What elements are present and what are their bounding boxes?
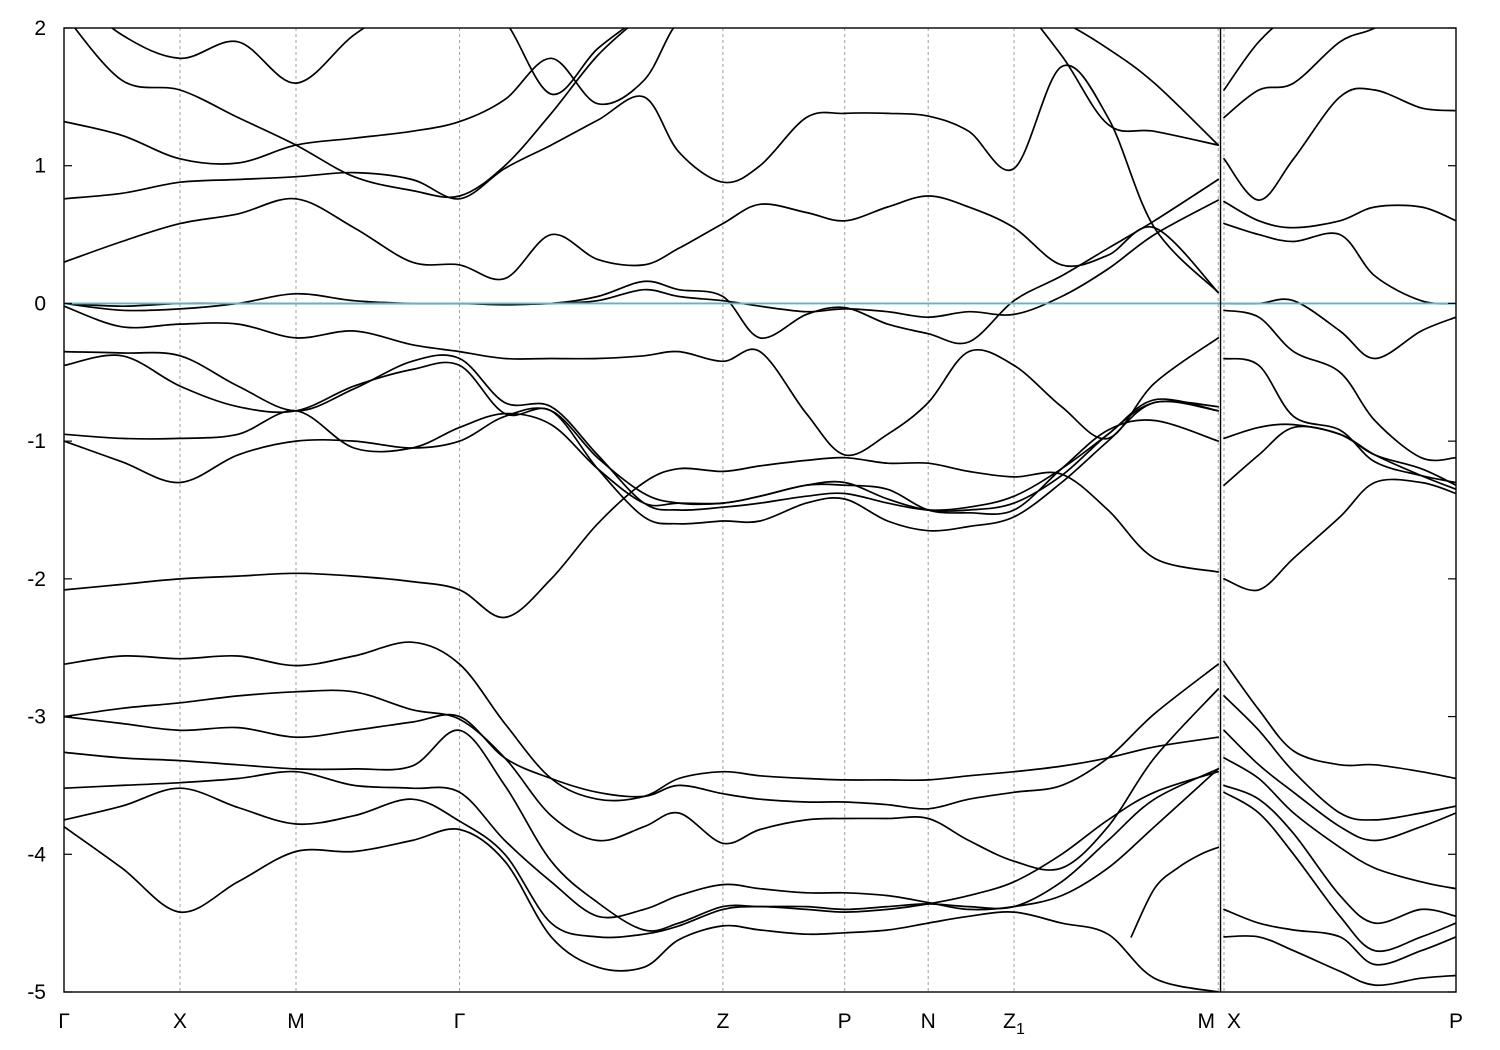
plot-frame bbox=[63, 27, 1457, 993]
band-line bbox=[1223, 757, 1456, 890]
y-tick-label: -5 bbox=[27, 981, 46, 1004]
band-line bbox=[1223, 28, 1275, 91]
band-line bbox=[64, 770, 1220, 939]
y-tick-label: -4 bbox=[27, 843, 46, 866]
x-tick-label: M bbox=[1197, 1010, 1215, 1033]
x-tick-label: Γ bbox=[58, 1010, 70, 1033]
band-line bbox=[1223, 357, 1456, 484]
band-line bbox=[1223, 298, 1456, 360]
x-tick-label: X bbox=[1227, 1010, 1241, 1033]
band-line bbox=[1130, 846, 1220, 938]
y-tick-label: -2 bbox=[27, 568, 46, 591]
band-line bbox=[1223, 423, 1456, 487]
band-line bbox=[64, 354, 1220, 532]
y-tick-label: 1 bbox=[34, 155, 46, 178]
band-line bbox=[1223, 309, 1456, 462]
x-tick-label: N bbox=[921, 1010, 936, 1033]
y-axis-ticks: 2 1 0 -1 -2 -3 -4 -5 bbox=[27, 17, 1456, 1004]
band-line bbox=[64, 407, 1220, 515]
band-line bbox=[1223, 200, 1456, 229]
x-tick-label: M bbox=[287, 1010, 305, 1033]
band-line bbox=[64, 768, 1220, 919]
band-line bbox=[1223, 791, 1456, 953]
band-line bbox=[1223, 695, 1456, 821]
x-tick-label: Z1 bbox=[1003, 1010, 1025, 1038]
band-line bbox=[1223, 28, 1377, 119]
band-line bbox=[64, 400, 1220, 512]
band-line bbox=[64, 825, 1220, 992]
band-line bbox=[1223, 908, 1456, 966]
band-line bbox=[1223, 729, 1456, 842]
band-line bbox=[64, 199, 1220, 319]
x-tick-label: Γ bbox=[454, 1010, 466, 1033]
y-tick-label: 0 bbox=[34, 292, 46, 315]
x-tick-label: P bbox=[838, 1010, 852, 1033]
band-line bbox=[64, 641, 1220, 802]
band-line bbox=[73, 28, 629, 199]
band-line bbox=[64, 178, 1220, 345]
x-tick-label: P bbox=[1449, 1010, 1463, 1033]
band-line bbox=[1223, 784, 1456, 925]
x-axis-ticks: Γ X M Γ Z P N Z1 M X P bbox=[58, 1010, 1463, 1038]
band-line bbox=[1223, 478, 1456, 592]
y-tick-label: -3 bbox=[27, 706, 46, 729]
band-lines bbox=[64, 28, 1456, 992]
band-line bbox=[1223, 660, 1456, 780]
band-line bbox=[1223, 87, 1456, 201]
band-line bbox=[64, 305, 1220, 457]
y-tick-label: 2 bbox=[34, 17, 46, 40]
band-line bbox=[64, 688, 1220, 871]
band-line bbox=[1039, 28, 1220, 146]
band-line bbox=[64, 456, 1220, 619]
band-line bbox=[64, 28, 1220, 165]
x-tick-label: Z bbox=[716, 1010, 729, 1033]
band-line bbox=[110, 28, 627, 96]
band-line bbox=[64, 195, 1220, 294]
y-tick-label: -1 bbox=[27, 430, 46, 453]
band-line bbox=[64, 64, 1220, 294]
band-line bbox=[1223, 935, 1456, 987]
band-line bbox=[1223, 222, 1456, 305]
band-line bbox=[64, 663, 1220, 810]
x-tick-label: X bbox=[173, 1010, 187, 1033]
